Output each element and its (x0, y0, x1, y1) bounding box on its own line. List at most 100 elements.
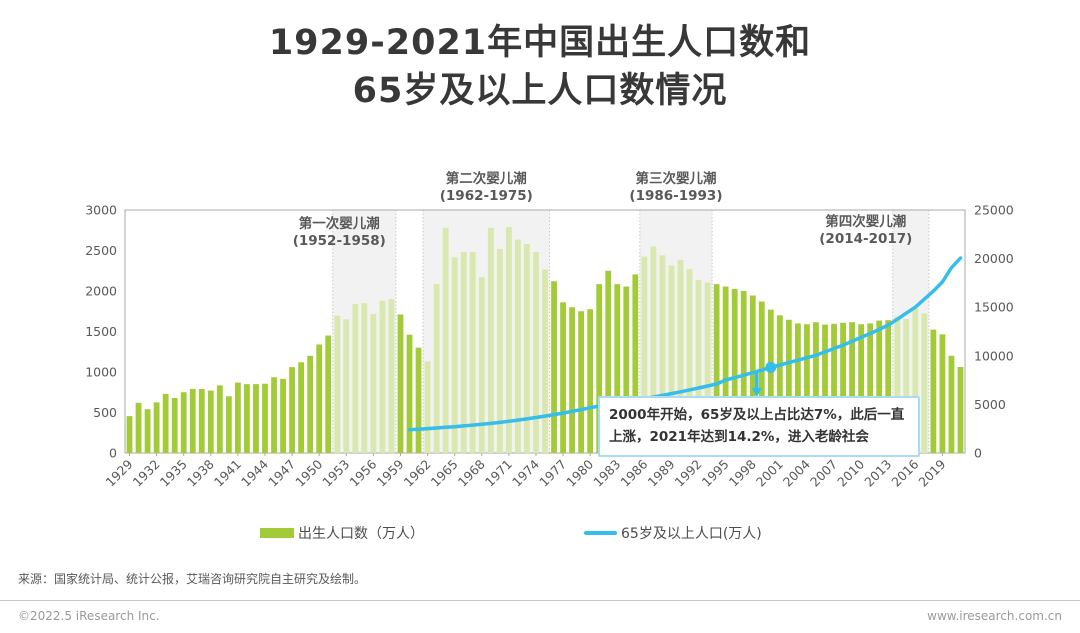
left-axis-tick: 0 (109, 446, 117, 461)
birth-bar (948, 355, 955, 453)
birth-bar (162, 393, 169, 453)
birth-bar (496, 248, 503, 453)
birth-bar (813, 322, 819, 453)
birth-bar (207, 390, 214, 453)
birth-bar (289, 367, 295, 453)
birth-bar (614, 284, 621, 453)
birth-bar (921, 313, 928, 453)
birth-bar (758, 301, 765, 453)
green-bar-swatch-icon (260, 528, 294, 538)
birth-bar (804, 324, 810, 453)
x-axis-label: 2010 (834, 456, 867, 489)
birth-bar (271, 377, 277, 453)
legend-label: 出生人口数（万人） (298, 526, 424, 542)
birth-bar (235, 382, 241, 453)
birth-bar (713, 284, 720, 453)
birth-bar (334, 315, 341, 453)
birth-bar (569, 307, 575, 453)
birth-bar (469, 252, 476, 453)
birth-bar (578, 311, 585, 453)
left-axis-tick: 1000 (85, 365, 117, 380)
blue-line-swatch-icon (584, 531, 617, 535)
legend-item-elderly-population: 65岁及以上人口(万人) (584, 521, 762, 545)
birth-bar (831, 323, 837, 453)
x-axis-label: 1932 (130, 457, 163, 490)
birth-bar (153, 402, 160, 453)
birth-bar (731, 288, 738, 453)
birth-bar (307, 355, 314, 453)
birth-bar (686, 269, 693, 453)
x-axis-label: 1956 (346, 456, 379, 489)
boom-label: 第三次婴儿潮 (635, 170, 716, 187)
legend-label: 65岁及以上人口(万人) (621, 526, 762, 542)
x-axis-label: 1965 (428, 457, 461, 490)
birth-bar (822, 324, 828, 453)
birth-bar (650, 246, 657, 453)
right-axis-tick: 25000 (974, 203, 1014, 218)
birth-bar (298, 362, 305, 453)
birth-bar (867, 323, 874, 453)
birth-bar (740, 291, 747, 453)
birth-bar (840, 322, 846, 453)
x-axis-label: 1998 (726, 456, 759, 489)
left-axis-tick: 2000 (85, 284, 117, 299)
x-axis-label: 2001 (753, 457, 786, 490)
birth-bar (216, 385, 223, 453)
birth-bar (316, 344, 323, 453)
birth-bar (695, 280, 702, 453)
x-axis-label: 1938 (184, 456, 217, 489)
birth-bar (957, 366, 964, 453)
birth-bar (397, 314, 404, 453)
x-axis-label: 1959 (374, 456, 407, 489)
x-axis-label: 1962 (401, 457, 434, 490)
birth-bar (939, 334, 946, 453)
callout-box: 2000年开始，65岁及以上占比达7%，此后一直上涨，2021年达到14.2%，… (598, 396, 920, 458)
birth-bar (343, 319, 350, 453)
x-axis-label: 2007 (807, 457, 840, 490)
page-title-line2: 65岁及以上人口数情况 (352, 71, 728, 111)
right-axis-tick: 10000 (974, 348, 1014, 363)
x-axis-label: 1992 (672, 457, 705, 490)
birth-bar (352, 303, 359, 453)
page-title: 1929-2021年中国出生人口数和 (268, 23, 812, 63)
x-axis-label: 1977 (536, 457, 569, 490)
combo-chart: 0 500 1000 1500 2000 2500 3000 0 5000 10000 15000 2… (85, 170, 1014, 490)
birth-bar (225, 396, 232, 453)
birth-bar (659, 255, 666, 453)
birth-bar (704, 282, 711, 453)
birth-bar (460, 252, 467, 453)
line-marker-dot (765, 361, 777, 373)
x-axis-label: 1941 (211, 457, 244, 490)
birth-bar (767, 309, 774, 453)
birth-bar (876, 320, 883, 453)
legend-item-birth-population: 出生人口数（万人） (260, 521, 424, 545)
birth-bar (605, 270, 612, 453)
birth-bar (515, 239, 521, 453)
birth-bar (776, 315, 783, 453)
birth-bar (912, 308, 919, 453)
boom-band (423, 210, 550, 453)
x-axis-label: 1947 (265, 457, 298, 490)
footer-divider (0, 600, 1080, 601)
left-axis-tick: 3000 (85, 203, 117, 218)
birth-bar (433, 284, 440, 453)
birth-bar (424, 361, 431, 453)
birth-bar (587, 309, 594, 453)
birth-bar (632, 274, 639, 453)
callout-arrowhead-icon (751, 388, 762, 397)
x-axis-label: 1971 (482, 457, 515, 490)
birth-bar (135, 402, 142, 453)
birth-bar (189, 389, 196, 453)
birth-bar (668, 265, 675, 453)
birth-bar (560, 302, 566, 453)
x-axis-label: 1950 (292, 456, 325, 489)
source-note: 来源：国家统计局、统计公报，艾瑞咨询研究院自主研究及绘制。 (18, 572, 367, 586)
birth-bar (244, 384, 250, 453)
birth-bar (677, 259, 684, 453)
x-axis-label: 2019 (915, 456, 948, 489)
boom-label: 第一次婴儿潮 (299, 215, 380, 232)
birth-bar (551, 281, 557, 453)
x-axis-label: 1980 (563, 456, 596, 489)
right-axis-tick: 5000 (974, 397, 1006, 412)
